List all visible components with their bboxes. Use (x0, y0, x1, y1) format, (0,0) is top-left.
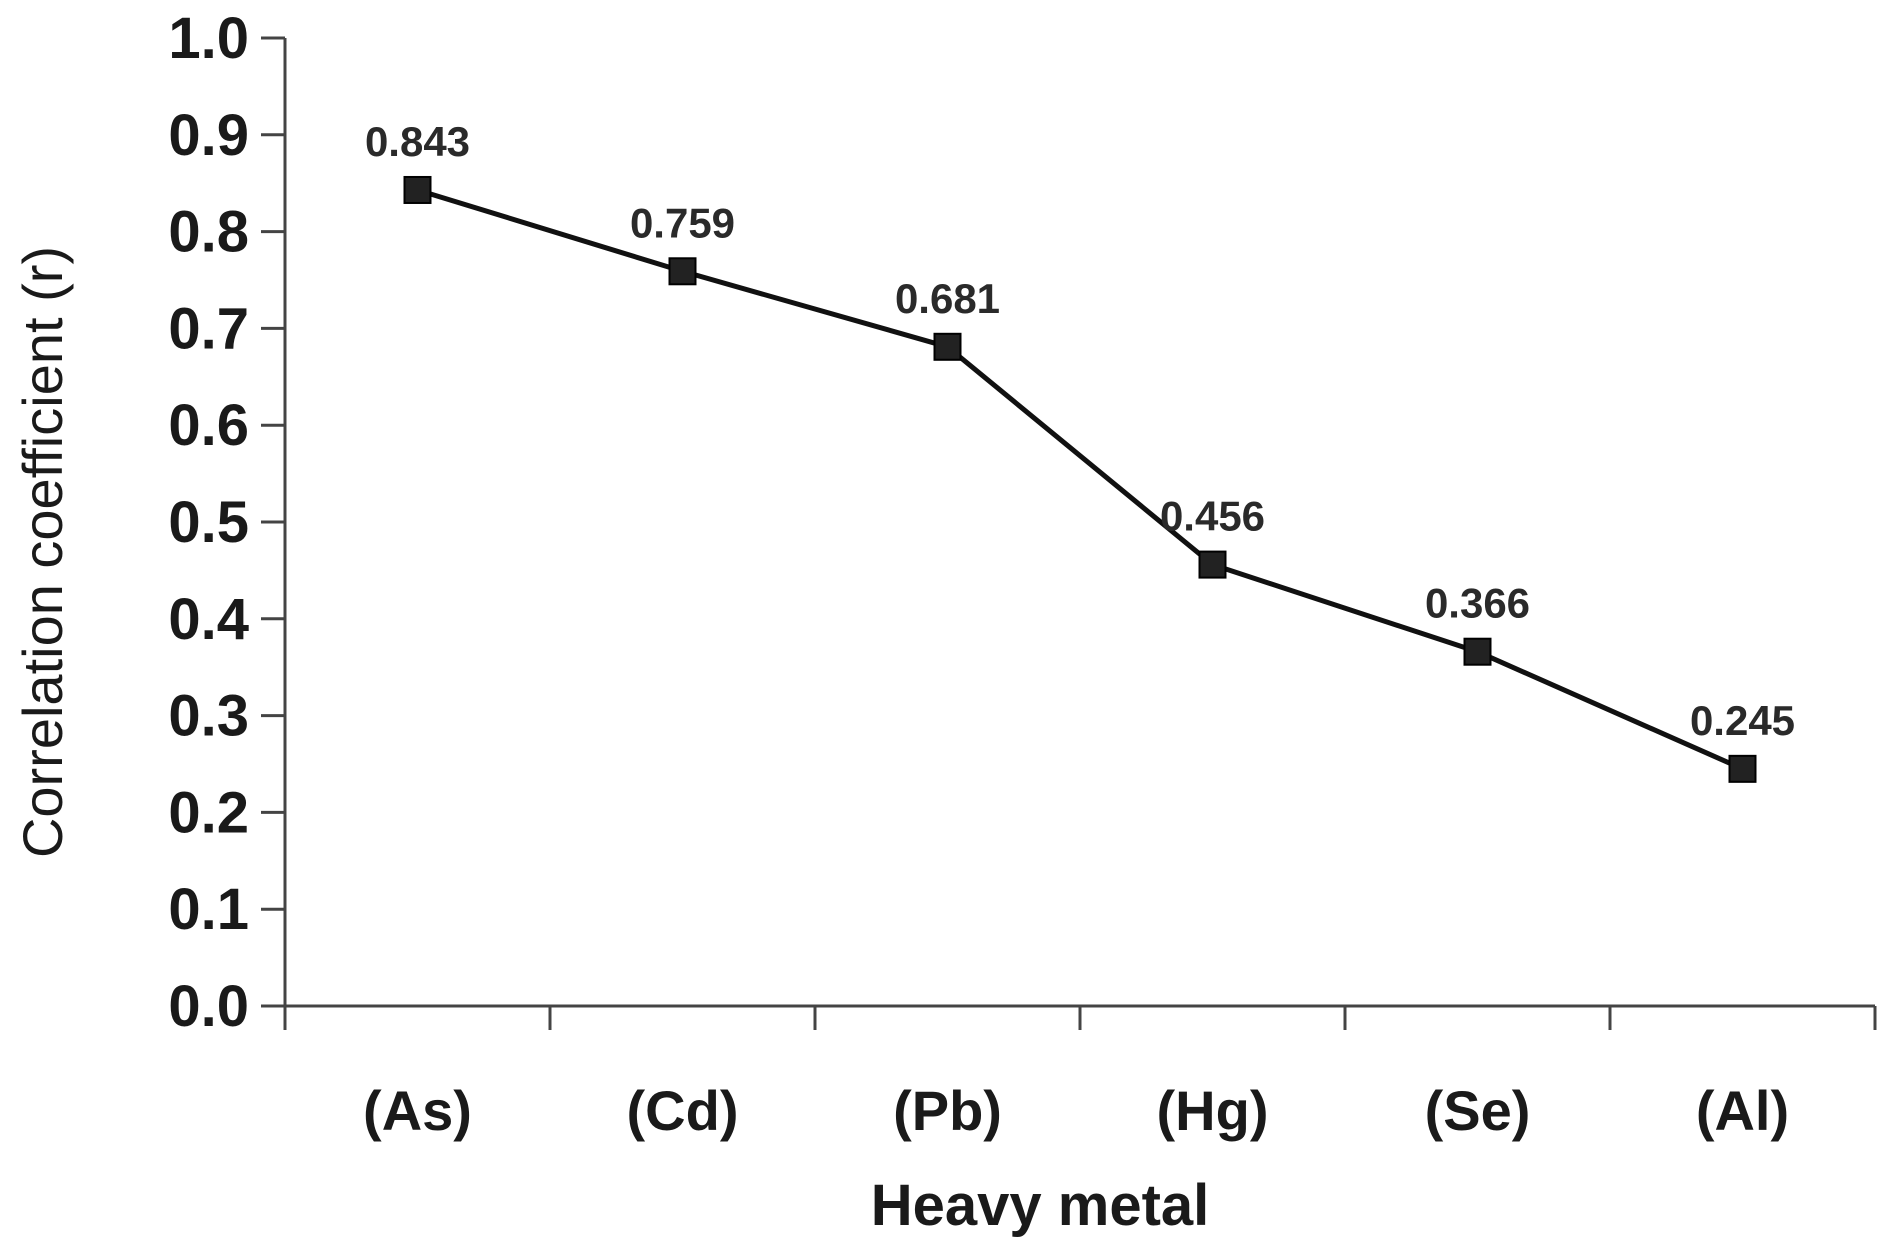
x-tick-label: (Al) (1696, 1079, 1789, 1142)
data-point-marker (1198, 550, 1227, 579)
data-point-marker (668, 257, 697, 286)
x-axis-ticks: (As) (Cd) (Pb) (Hg) (Se) (Al) (283, 1006, 1877, 1142)
x-axis-title: Heavy metal (871, 1173, 1210, 1238)
x-tick-label: (Cd) (627, 1079, 739, 1142)
y-tick-label: 0.4 (168, 587, 249, 652)
y-tick-label: 0.5 (168, 490, 249, 555)
y-tick-label: 0.0 (168, 974, 249, 1039)
x-tick-label: (As) (363, 1079, 472, 1142)
y-tick-label: 0.8 (168, 200, 249, 265)
data-point-marker (1728, 754, 1757, 783)
data-label: 0.681 (895, 275, 1000, 322)
y-tick-label: 1.0 (168, 6, 249, 71)
y-tick-label: 0.7 (168, 296, 249, 361)
x-tick-label: (Hg) (1157, 1079, 1269, 1142)
y-tick-label: 0.9 (168, 103, 249, 168)
x-tick-label: (Se) (1425, 1079, 1531, 1142)
data-label: 0.366 (1425, 580, 1530, 627)
series-group: 0.843 0.759 0.681 0.456 0.366 0.245 (365, 118, 1795, 783)
x-tick-label: (Pb) (893, 1079, 1002, 1142)
data-point-marker (933, 332, 962, 361)
y-tick-label: 0.3 (168, 684, 249, 749)
y-axis-ticks: 0.0 0.1 0.2 0.3 0.4 0.5 0.6 0.7 0.8 0.9 1.0 (168, 6, 285, 1039)
y-axis-title: Correlation coefficient (r) (11, 246, 74, 858)
data-label: 0.759 (630, 199, 735, 246)
y-tick-label: 0.2 (168, 780, 249, 845)
data-point-marker (1463, 637, 1492, 666)
series-line (416, 187, 1744, 772)
y-tick-label: 0.1 (168, 877, 249, 942)
data-label: 0.245 (1690, 697, 1795, 744)
data-label: 0.843 (365, 118, 470, 165)
y-tick-label: 0.6 (168, 393, 249, 458)
data-point-marker (403, 175, 432, 204)
data-label: 0.456 (1160, 493, 1265, 540)
